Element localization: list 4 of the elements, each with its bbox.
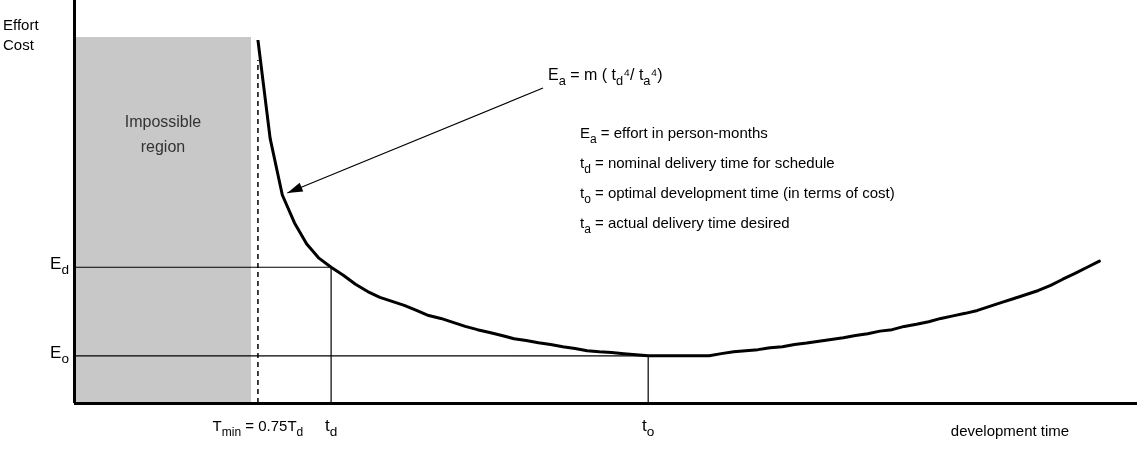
text: Effort Cost bbox=[3, 16, 40, 53]
shaded-region: Impossible region bbox=[75, 37, 251, 403]
x-axis-title: development time bbox=[950, 422, 1070, 439]
annotation: Impossible region bbox=[124, 113, 202, 155]
